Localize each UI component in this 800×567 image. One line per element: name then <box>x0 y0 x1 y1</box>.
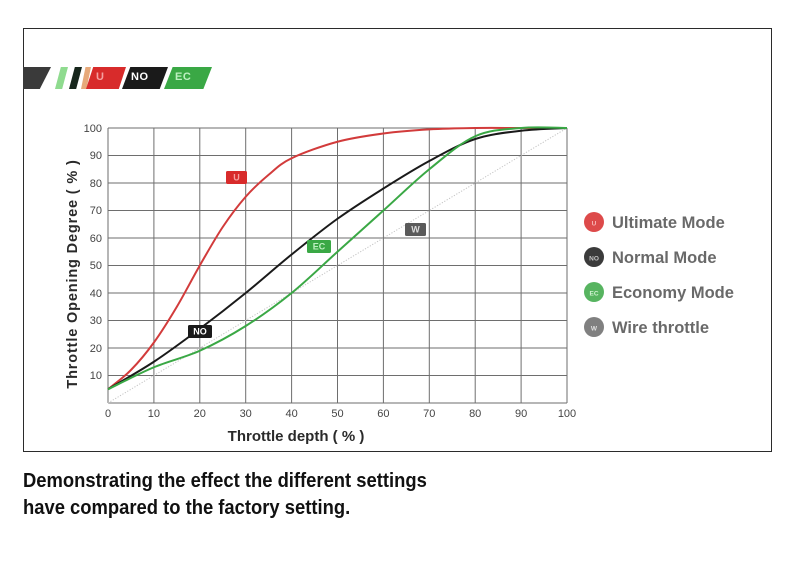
svg-text:60: 60 <box>90 233 102 245</box>
svg-text:20: 20 <box>194 408 206 420</box>
svg-text:W: W <box>591 326 598 333</box>
svg-text:40: 40 <box>90 288 102 300</box>
svg-text:Throttle Opening Degree ( % ): Throttle Opening Degree ( % ) <box>65 159 81 388</box>
svg-text:Ultimate Mode: Ultimate Mode <box>612 214 725 232</box>
svg-text:0: 0 <box>105 408 111 420</box>
svg-text:U: U <box>592 221 597 228</box>
svg-text:60: 60 <box>377 408 389 420</box>
svg-text:20: 20 <box>90 343 102 355</box>
svg-text:Economy Mode: Economy Mode <box>612 284 734 302</box>
svg-text:50: 50 <box>90 260 102 272</box>
svg-text:100: 100 <box>558 408 576 420</box>
svg-text:10: 10 <box>148 408 160 420</box>
svg-text:80: 80 <box>90 178 102 190</box>
svg-text:80: 80 <box>469 408 481 420</box>
svg-text:Throttle depth ( % ): Throttle depth ( % ) <box>228 428 365 445</box>
svg-text:EC: EC <box>313 242 326 252</box>
svg-text:40: 40 <box>285 408 297 420</box>
svg-text:30: 30 <box>240 408 252 420</box>
svg-text:50: 50 <box>331 408 343 420</box>
svg-text:70: 70 <box>423 408 435 420</box>
svg-text:90: 90 <box>90 150 102 162</box>
svg-text:EC: EC <box>589 291 598 298</box>
svg-text:NO: NO <box>589 256 599 263</box>
svg-text:70: 70 <box>90 205 102 217</box>
svg-text:30: 30 <box>90 315 102 327</box>
svg-text:100: 100 <box>84 123 102 135</box>
svg-text:W: W <box>411 225 420 235</box>
svg-text:Wire throttle: Wire throttle <box>612 319 709 337</box>
svg-text:90: 90 <box>515 408 527 420</box>
svg-text:NO: NO <box>193 327 207 337</box>
svg-text:10: 10 <box>90 370 102 382</box>
svg-text:U: U <box>233 173 240 183</box>
svg-text:Normal Mode: Normal Mode <box>612 249 717 267</box>
